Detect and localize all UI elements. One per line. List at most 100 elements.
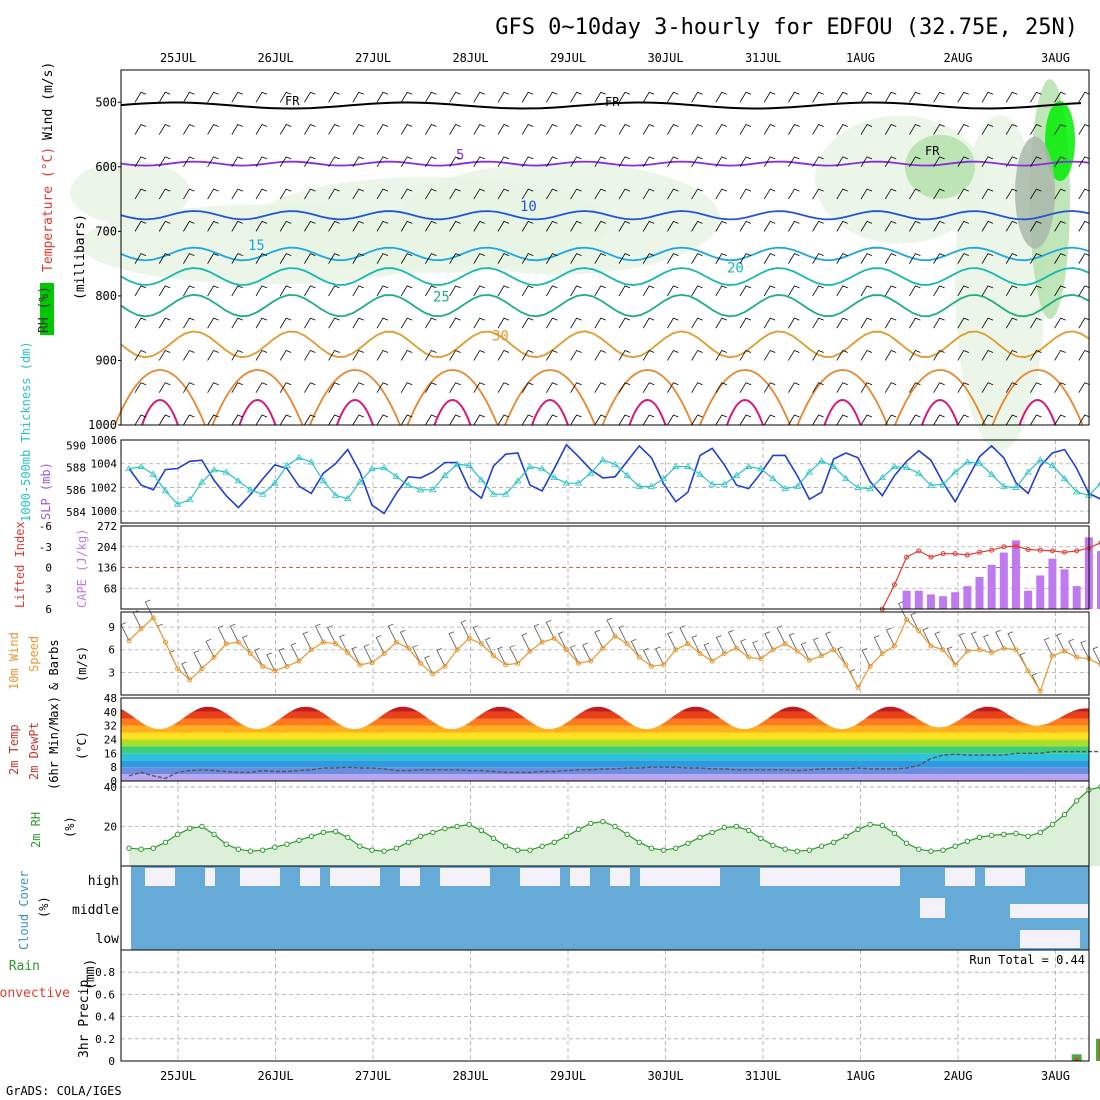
temperature-contour-35 <box>309 369 401 426</box>
wind-barb <box>231 382 243 393</box>
wind-barb <box>1078 349 1090 361</box>
wind-barb <box>618 382 631 393</box>
wind-barb <box>884 317 897 329</box>
wind-barb <box>909 414 921 426</box>
temperature-band <box>121 753 1089 761</box>
y-tick-label-li: -6 <box>39 520 52 533</box>
wind-barb <box>449 414 461 426</box>
wind-barb-10m <box>800 641 810 661</box>
wind-barb <box>981 91 994 103</box>
cloud-clear-middle <box>1010 904 1088 918</box>
wind-barb-10m <box>837 646 847 665</box>
thickness-marker <box>392 472 401 479</box>
temperature-band <box>121 774 1089 781</box>
wind-barb <box>425 349 437 361</box>
wind-barb <box>981 253 994 264</box>
lifted-index-line <box>881 542 1100 610</box>
wind-barb <box>642 414 655 426</box>
wind-barb <box>957 124 969 135</box>
wind-speed-marker <box>405 645 411 651</box>
wind-barb <box>1054 285 1066 297</box>
wind-barb <box>594 414 606 426</box>
rh-marker <box>126 845 132 851</box>
lifted-index-marker <box>940 551 946 557</box>
cloud-clear-high <box>640 868 720 886</box>
cape-bar <box>1060 569 1069 609</box>
wind-barb <box>497 285 510 297</box>
temperature-contour-40 <box>726 399 764 426</box>
rh-marker <box>478 827 485 834</box>
wind-barb <box>497 124 510 135</box>
rh-marker <box>758 835 764 842</box>
wind-barb <box>860 188 873 200</box>
wind-barb <box>884 382 897 393</box>
rh-marker <box>794 848 800 854</box>
cape-bar <box>1024 590 1033 609</box>
wind-barb-10m <box>752 640 762 659</box>
wind-barb <box>134 349 147 361</box>
rh-marker <box>733 823 740 830</box>
wind-barb <box>570 317 582 329</box>
wind-speed-marker <box>1074 654 1080 660</box>
wind-barb <box>957 188 969 200</box>
wind-barb-10m <box>387 623 397 643</box>
wind-speed-marker <box>418 660 424 666</box>
wind-barb-10m <box>825 631 835 650</box>
wind-speed-marker <box>746 654 752 660</box>
wind-barb <box>836 414 848 426</box>
wind-barb <box>328 188 340 200</box>
wind-barb <box>667 91 679 103</box>
wind-barb <box>376 382 389 393</box>
wind-barb <box>788 156 800 168</box>
wind-barb <box>836 124 848 135</box>
wind-barb-10m <box>545 620 555 639</box>
wind-barb <box>570 382 582 393</box>
wind-barb <box>1078 220 1090 232</box>
wind-barb <box>425 317 437 329</box>
wind-barb <box>739 156 752 168</box>
wind-barb-10m <box>727 629 737 649</box>
cape-bar <box>926 594 935 609</box>
wind-barb <box>909 382 921 393</box>
lifted-index-marker <box>1074 548 1080 554</box>
footer-credit: GrADS: COLA/IGES <box>6 1084 122 1098</box>
wind-barb <box>304 124 316 135</box>
wind-barb <box>884 188 897 200</box>
wind-barb <box>376 188 389 200</box>
ylabel-millibars: (millibars) <box>73 214 88 300</box>
y-tick-label-temp: 8 <box>110 761 117 774</box>
wind-barb <box>642 91 655 103</box>
wind-speed-marker <box>345 650 351 656</box>
rh-marker <box>636 839 642 845</box>
wind-barb <box>473 91 485 103</box>
wind-barb <box>1030 349 1042 361</box>
wind-speed-marker <box>126 638 132 644</box>
wind-barb <box>933 349 945 361</box>
wind-barb <box>763 349 776 361</box>
thickness-marker <box>878 473 887 481</box>
wind-barb <box>933 188 945 200</box>
wind-barb <box>763 91 776 103</box>
thickness-marker <box>295 453 303 461</box>
wind-barb <box>1030 156 1042 168</box>
wind-speed-marker <box>539 639 545 645</box>
ylabel-rh-units: (%) <box>63 816 77 838</box>
wind-barb <box>909 220 921 232</box>
x-tick-label-top: 28JUL <box>452 51 488 65</box>
x-tick-label-top: 29JUL <box>550 51 586 65</box>
wind-barb <box>933 317 945 329</box>
wind-barb-10m <box>436 647 446 667</box>
thickness-marker <box>453 460 461 467</box>
wind-barb <box>183 317 195 329</box>
wind-barb-10m <box>448 631 458 650</box>
thickness-marker <box>817 457 826 464</box>
wind-barb <box>667 124 679 135</box>
y-tick-label-wind: 9 <box>108 621 115 634</box>
rh-shading <box>1015 136 1055 249</box>
rh-marker <box>588 820 594 827</box>
thickness-marker <box>137 462 145 469</box>
wind-barb <box>255 317 268 329</box>
wind-barb <box>231 124 243 135</box>
cloud-clear-high <box>985 868 1025 886</box>
wind-barb <box>1005 414 1018 426</box>
